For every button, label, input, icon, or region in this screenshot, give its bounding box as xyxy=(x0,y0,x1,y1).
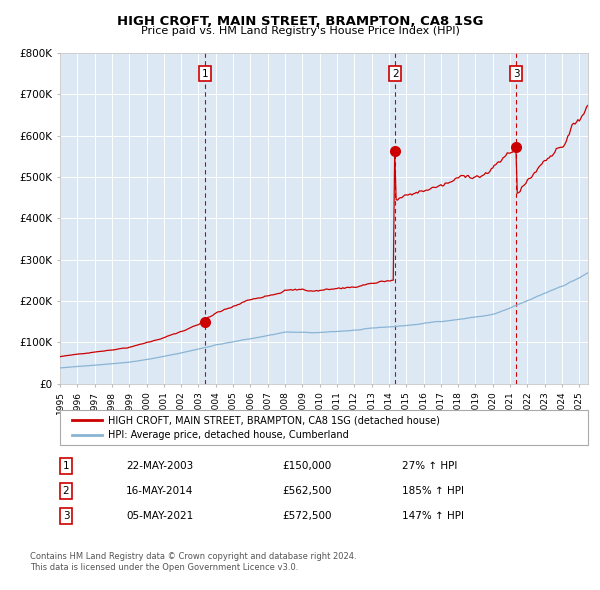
Text: 2: 2 xyxy=(62,486,70,496)
Text: 27% ↑ HPI: 27% ↑ HPI xyxy=(402,461,457,471)
Text: HPI: Average price, detached house, Cumberland: HPI: Average price, detached house, Cumb… xyxy=(108,431,349,440)
Text: 22-MAY-2003: 22-MAY-2003 xyxy=(126,461,193,471)
Text: £150,000: £150,000 xyxy=(282,461,331,471)
Text: 3: 3 xyxy=(512,69,519,78)
Text: £572,500: £572,500 xyxy=(282,511,331,520)
Text: 147% ↑ HPI: 147% ↑ HPI xyxy=(402,511,464,520)
Text: 2: 2 xyxy=(392,69,398,78)
Text: Price paid vs. HM Land Registry's House Price Index (HPI): Price paid vs. HM Land Registry's House … xyxy=(140,26,460,36)
Text: 1: 1 xyxy=(62,461,70,471)
Text: 1: 1 xyxy=(202,69,208,78)
Text: HIGH CROFT, MAIN STREET, BRAMPTON, CA8 1SG: HIGH CROFT, MAIN STREET, BRAMPTON, CA8 1… xyxy=(117,15,483,28)
Text: £562,500: £562,500 xyxy=(282,486,331,496)
Text: HIGH CROFT, MAIN STREET, BRAMPTON, CA8 1SG (detached house): HIGH CROFT, MAIN STREET, BRAMPTON, CA8 1… xyxy=(108,415,440,425)
Text: 3: 3 xyxy=(62,511,70,520)
Text: Contains HM Land Registry data © Crown copyright and database right 2024.: Contains HM Land Registry data © Crown c… xyxy=(30,552,356,560)
Text: 05-MAY-2021: 05-MAY-2021 xyxy=(126,511,193,520)
Text: 16-MAY-2014: 16-MAY-2014 xyxy=(126,486,193,496)
Text: This data is licensed under the Open Government Licence v3.0.: This data is licensed under the Open Gov… xyxy=(30,563,298,572)
Text: 185% ↑ HPI: 185% ↑ HPI xyxy=(402,486,464,496)
